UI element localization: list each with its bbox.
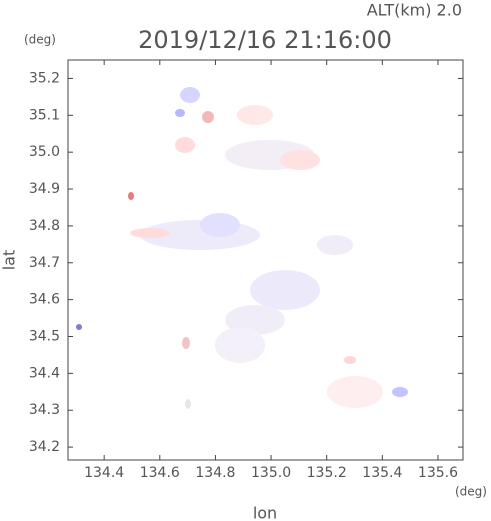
y-tick-label: 34.2 [29, 439, 60, 455]
y-tick-label: 35.2 [29, 70, 60, 86]
x-tick-label: 134.4 [84, 465, 124, 481]
y-tick-label: 34.6 [29, 292, 60, 308]
plot-frame [67, 59, 464, 461]
radar-echoes [76, 87, 408, 409]
x-tick-label: 135.6 [418, 465, 458, 481]
x-axis-label: lon [253, 504, 277, 521]
x-tick-label: 134.8 [195, 465, 235, 481]
x-unit: (deg) [455, 485, 487, 499]
y-tick-label: 34.9 [29, 181, 60, 197]
y-tick-label: 34.5 [29, 328, 60, 344]
x-tick-label: 135.2 [307, 465, 347, 481]
x-tick-label: 134.6 [140, 465, 180, 481]
y-unit: (deg) [24, 33, 56, 47]
y-tick-label: 34.4 [29, 365, 60, 381]
y-tick-label: 34.8 [29, 218, 60, 234]
y-tick-label: 35.1 [29, 107, 60, 123]
y-axis-label: lat [0, 250, 19, 271]
y-tick-label: 34.7 [29, 255, 60, 271]
y-tick-label: 35.0 [29, 144, 60, 160]
altitude-label: ALT(km) 2.0 [367, 1, 462, 20]
x-tick-label: 135.4 [362, 465, 402, 481]
chart-title: 2019/12/16 21:16:00 [138, 26, 392, 54]
y-tick-label: 34.3 [29, 402, 60, 418]
x-tick-label: 135.0 [251, 465, 291, 481]
